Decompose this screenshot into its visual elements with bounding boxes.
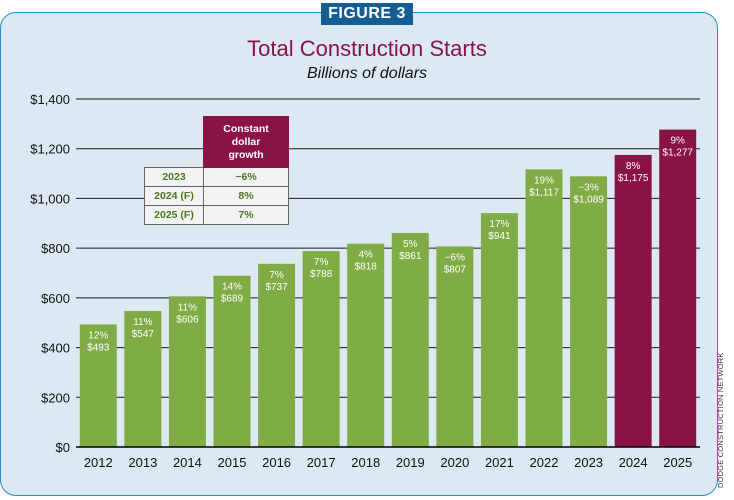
bar-2013	[124, 311, 162, 447]
bar-2022	[525, 169, 563, 448]
growth-row-value: 8%	[203, 186, 289, 206]
value-label: $689	[221, 294, 244, 305]
value-label: $1,089	[573, 194, 604, 205]
x-tick-label: 2013	[128, 455, 157, 470]
growth-row: 2024 (F) 8%	[144, 186, 289, 206]
bar-2012	[79, 324, 117, 447]
pct-label: 9%	[670, 136, 685, 147]
y-tick-label: $400	[41, 341, 70, 356]
y-tick-label: $0	[56, 440, 70, 455]
value-label: $547	[132, 329, 155, 340]
bar-2016	[258, 263, 296, 447]
value-label: $941	[488, 231, 511, 242]
y-tick-label: $200	[41, 390, 70, 405]
value-label: $818	[355, 262, 378, 273]
growth-table-header: Constant dollar growth	[203, 116, 289, 168]
bar-2018	[347, 243, 385, 447]
growth-header-line3: growth	[228, 148, 264, 161]
y-tick-label: $800	[41, 241, 70, 256]
x-tick-label: 2015	[218, 455, 247, 470]
value-label: $493	[87, 342, 110, 353]
pct-label: 12%	[88, 330, 108, 341]
bar-2014	[168, 296, 206, 447]
growth-row-value: 7%	[203, 205, 289, 225]
x-tick-label: 2016	[262, 455, 291, 470]
y-tick-label: $1,000	[30, 191, 70, 206]
chart-subtitle: Billions of dollars	[306, 65, 428, 82]
y-tick-label: $1,400	[30, 92, 70, 107]
pct-label: 7%	[269, 270, 284, 281]
bar-2024	[614, 154, 652, 447]
growth-row: 2025 (F) 7%	[144, 205, 289, 225]
x-tick-label: 2019	[396, 455, 425, 470]
value-label: $606	[176, 314, 199, 325]
bar-2025	[659, 129, 697, 447]
bar-2020	[436, 246, 474, 447]
value-label: $1,277	[662, 148, 693, 159]
bar-2019	[391, 232, 429, 447]
y-tick-label: $1,200	[30, 142, 70, 157]
x-tick-label: 2024	[619, 455, 648, 470]
y-tick-label: $600	[41, 291, 70, 306]
bar-2023	[570, 176, 608, 447]
x-tick-label: 2022	[530, 455, 559, 470]
pct-label: 11%	[133, 317, 152, 328]
x-tick-label: 2025	[663, 455, 692, 470]
x-tick-label: 2021	[485, 455, 514, 470]
growth-row-year: 2024 (F)	[144, 186, 204, 206]
growth-header-line2: dollar	[231, 135, 261, 148]
pct-label: 4%	[358, 250, 373, 261]
bar-2021	[480, 213, 518, 447]
x-tick-label: 2018	[351, 455, 380, 470]
x-tick-label: 2020	[440, 455, 469, 470]
growth-row-year: 2023	[144, 167, 204, 187]
pct-label: 8%	[626, 161, 641, 172]
pct-label: 14%	[222, 282, 242, 293]
x-tick-label: 2014	[173, 455, 202, 470]
growth-table: Constant dollar growth 2023 −6% 2024 (F)…	[144, 116, 289, 225]
bar-2015	[213, 275, 251, 447]
growth-table-corner	[145, 117, 204, 168]
value-label: $737	[265, 282, 288, 293]
pct-label: 19%	[534, 175, 554, 186]
value-label: $1,175	[618, 173, 649, 184]
chart-title: Total Construction Starts	[247, 36, 487, 61]
pct-label: −3%	[578, 182, 598, 193]
x-tick-label: 2023	[574, 455, 603, 470]
value-label: $861	[399, 251, 422, 262]
pct-label: −6%	[445, 252, 465, 263]
value-label: $1,117	[529, 187, 559, 198]
source-credit: DODGE CONSTRUCTION NETWORK	[716, 352, 725, 488]
x-tick-label: 2017	[307, 455, 336, 470]
pct-label: 5%	[403, 239, 418, 250]
pct-label: 11%	[178, 302, 197, 313]
figure-label: FIGURE 3	[321, 3, 413, 25]
pct-label: 7%	[314, 257, 329, 268]
value-label: $807	[444, 264, 467, 275]
x-tick-label: 2012	[84, 455, 113, 470]
growth-row-value: −6%	[203, 167, 289, 187]
pct-label: 17%	[489, 219, 509, 230]
bar-2017	[302, 251, 340, 447]
growth-header-line1: Constant	[223, 122, 269, 135]
growth-row: 2023 −6%	[144, 167, 289, 187]
growth-row-year: 2025 (F)	[144, 205, 204, 225]
value-label: $788	[310, 269, 333, 280]
